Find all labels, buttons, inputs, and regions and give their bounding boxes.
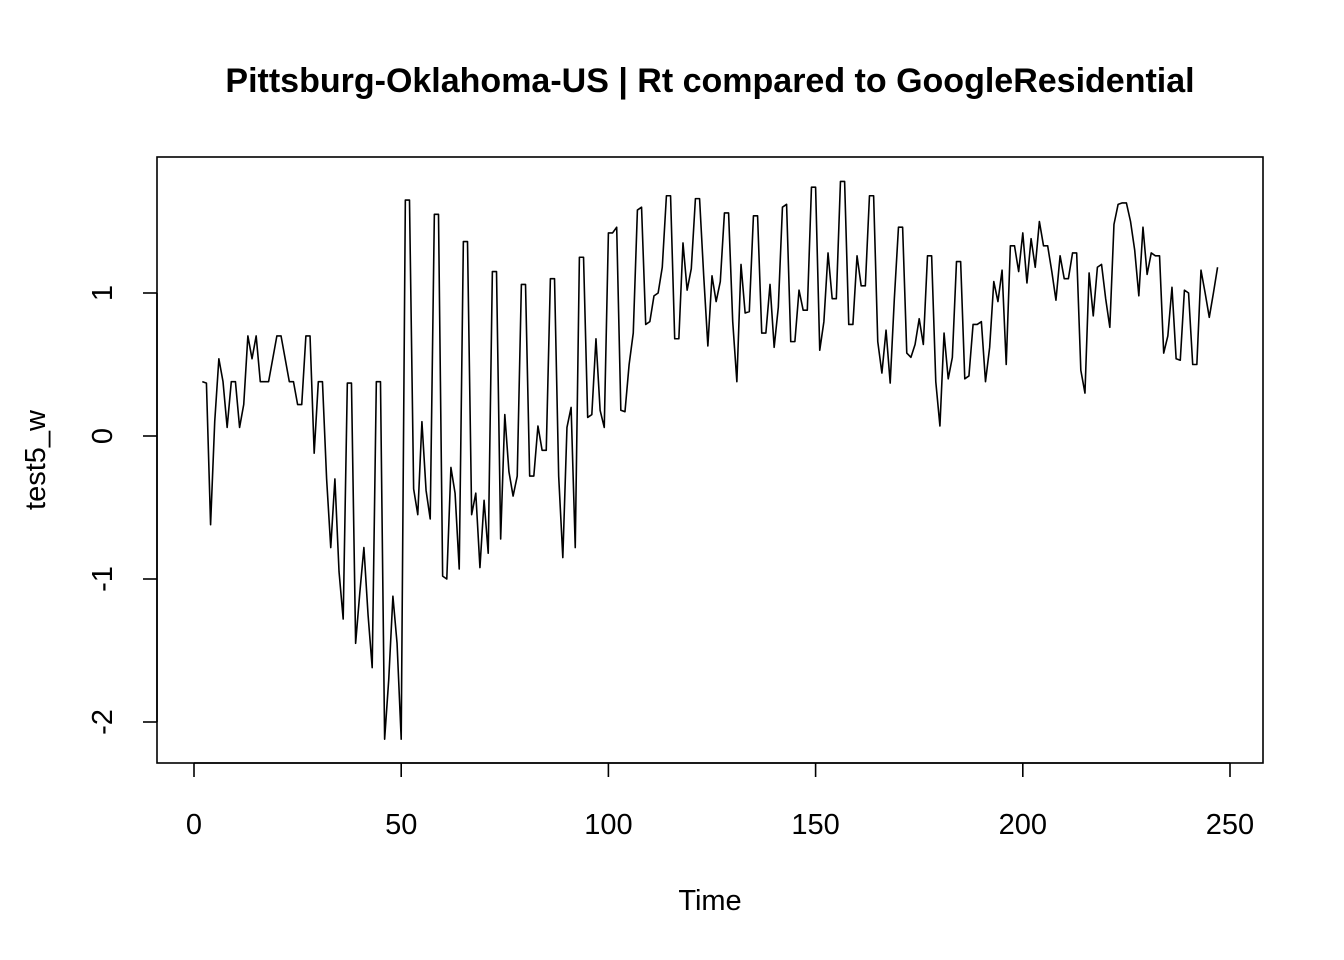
y-tick-label: 1 (87, 285, 119, 301)
x-tick-label: 100 (584, 809, 632, 841)
x-tick-label: 0 (186, 809, 202, 841)
y-tick-label: -1 (87, 566, 119, 592)
x-tick-label: 50 (385, 809, 417, 841)
y-axis: -2 -1 0 1 (87, 285, 157, 735)
y-axis-label: test5_w (20, 409, 52, 510)
y-tick-label: 0 (87, 428, 119, 444)
x-axis: 0 50 100 150 200 250 (186, 763, 1254, 841)
x-axis-label: Time (678, 885, 741, 917)
y-tick-label: -2 (87, 709, 119, 735)
x-tick-label: 200 (999, 809, 1047, 841)
x-tick-label: 150 (791, 809, 839, 841)
chart-title: Pittsburg-Oklahoma-US | Rt compared to G… (225, 62, 1194, 100)
x-tick-label: 250 (1206, 809, 1254, 841)
series-line (202, 181, 1217, 739)
plot-frame (157, 157, 1263, 763)
